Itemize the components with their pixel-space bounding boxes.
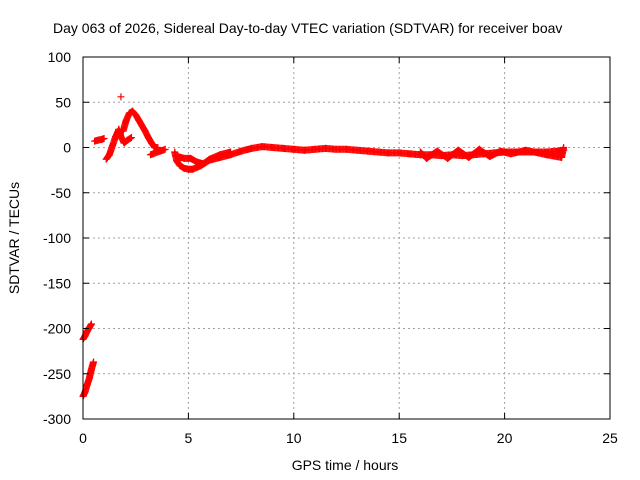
x-tick-label: 0 [79,430,87,446]
y-axis-label: SDTVAR / TECUs [6,182,22,294]
y-tick-label: -50 [51,185,71,201]
y-tick-label: 0 [63,140,71,156]
x-tick-label: 10 [286,430,302,446]
y-tick-label: 50 [55,94,71,110]
data-point [117,93,125,101]
data-point [87,320,95,328]
y-tick-label: -200 [43,321,71,337]
data-point [127,134,135,142]
tick-labels: 0 5 10 15 20 25 -300 -250 -200 -150 -100 -50 0 50 100 [43,49,618,446]
plot-frame [82,56,611,420]
y-tick-label: -300 [43,411,71,427]
data-point [100,134,108,142]
axis-ticks [82,56,611,420]
data-point [227,148,235,156]
x-axis-label: GPS time / hours [292,457,399,473]
chart-title: Day 063 of 2026, Sidereal Day-to-day VTE… [53,20,562,36]
y-tick-label: -150 [43,275,71,291]
x-tick-label: 5 [185,430,193,446]
data-point [90,358,98,366]
data-markers [79,93,568,400]
y-tick-label: 100 [48,49,72,65]
y-tick-label: -100 [43,230,71,246]
x-tick-label: 15 [391,430,407,446]
grid-lines [83,57,610,419]
data-point [560,144,568,151]
y-tick-label: -250 [43,366,71,382]
x-tick-label: 20 [497,430,513,446]
x-tick-label: 25 [602,430,618,446]
data-point [161,145,169,153]
